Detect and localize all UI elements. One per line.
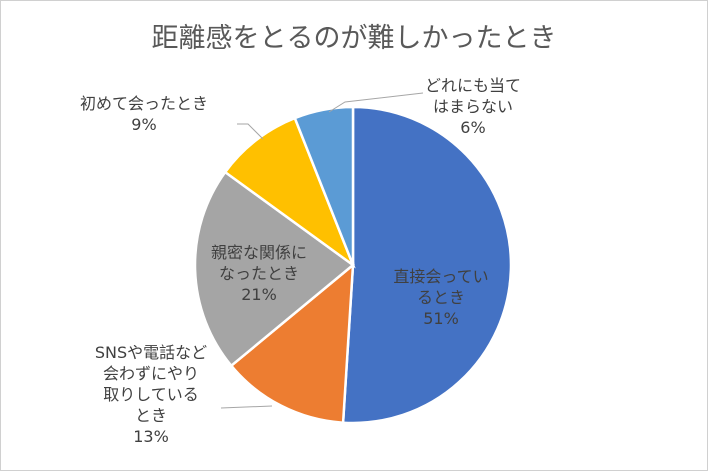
slice-percent-1: 13% [133,427,169,446]
pie-slice-3 [223,116,356,269]
slice-label-line: 親密な関係に [211,243,307,262]
slice-percent-0: 51% [423,309,459,328]
pie-slice-1 [229,262,355,425]
slice-label-line: はまらない [433,97,513,116]
slice-label-4: どれにも当てはまらない 6% [425,76,521,137]
slice-label-line: 初めて会ったとき [80,94,208,113]
leader-lines [220,92,424,409]
slice-label-line: るとき [417,288,465,307]
leader-line-4 [328,92,424,113]
slice-labels: 直接会っているとき 51% SNSや電話など会わずにやり取りしているとき 13% 親密な… [80,76,521,446]
slice-percent-3: 9% [131,115,156,134]
pie-slice-0 [341,105,513,425]
leader-line-3 [237,123,264,140]
slice-label-line: とき [135,406,167,425]
slice-label-line: どれにも当て [425,76,521,95]
pie-slice-4 [293,105,355,266]
slice-label-1: SNSや電話など会わずにやり取りしているとき 13% [95,343,207,446]
slice-label-2: 親密な関係になったとき 21% [211,243,307,304]
slice-label-line: 取りしている [103,385,199,404]
pie-slice-2 [193,170,356,368]
slice-percent-2: 21% [241,285,277,304]
slice-label-line: SNSや電話など [95,343,207,362]
slice-percent-4: 6% [460,118,485,137]
slice-label-line: なったとき [219,264,299,283]
slice-label-0: 直接会っているとき 51% [393,267,488,328]
chart-title: 距離感をとるのが難しかったとき [152,23,557,54]
slice-label-3: 初めて会ったとき 9% [80,94,208,134]
leader-line-1 [220,405,273,409]
slice-label-line: 会わずにやり [103,364,199,383]
pie-slices [193,105,513,425]
slice-label-line: 直接会ってい [393,267,488,286]
